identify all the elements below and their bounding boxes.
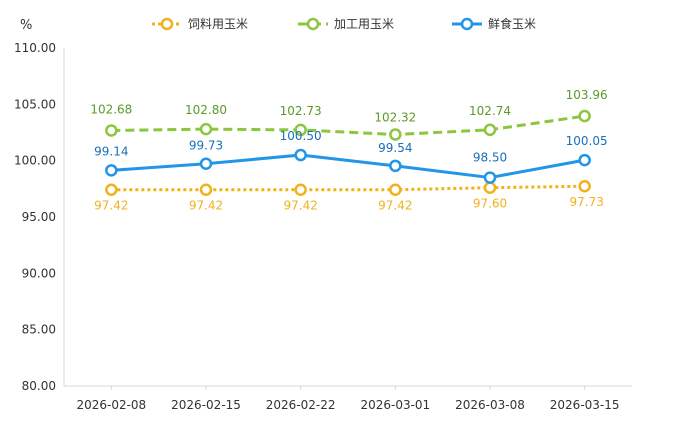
y-tick-label: 110.00 <box>14 41 56 55</box>
series-1: 97.42 97.42 97.42 97.42 97.60 97.73 <box>94 179 604 213</box>
data-point[interactable] <box>294 123 307 137</box>
data-point[interactable] <box>105 164 118 177</box>
data-point[interactable] <box>389 128 402 141</box>
data-label: 97.60 <box>473 197 507 211</box>
data-point[interactable] <box>199 183 213 196</box>
data-label: 102.80 <box>185 103 227 117</box>
legend: 饲料用玉米 加工用玉米 鲜食玉米 <box>152 16 536 31</box>
x-tick-label: 2026-03-08 <box>455 398 525 412</box>
data-label: 102.32 <box>374 111 416 125</box>
data-point[interactable] <box>105 183 118 196</box>
legend-item[interactable]: 加工用玉米 <box>298 17 394 31</box>
x-tick-label: 2026-03-15 <box>550 398 620 412</box>
x-tick-label: 2026-02-08 <box>76 398 146 412</box>
data-label: 102.74 <box>469 104 511 118</box>
y-tick-label: 95.00 <box>22 210 56 224</box>
y-axis: 80.00 85.00 90.00 95.00 100.00 105.00 110.00 <box>14 41 65 393</box>
data-point[interactable] <box>199 157 213 170</box>
series-line <box>111 184 585 192</box>
y-tick-label: 105.00 <box>14 97 56 111</box>
data-point[interactable] <box>578 109 591 123</box>
data-point[interactable] <box>294 148 307 162</box>
y-tick-label: 100.00 <box>14 154 56 168</box>
data-label: 100.50 <box>280 129 322 143</box>
legend-label: 鲜食玉米 <box>488 16 536 31</box>
data-point[interactable] <box>578 179 591 193</box>
data-label: 99.14 <box>94 144 128 158</box>
legend-item[interactable]: 饲料用玉米 <box>152 17 248 31</box>
x-axis: 2026-02-08 2026-02-15 2026-02-22 2026-03-01… <box>64 385 632 412</box>
data-label: 102.68 <box>90 102 132 116</box>
data-label: 99.73 <box>189 139 223 153</box>
series-2: 102.68 102.80 102.73 102.32 102.74 103.96 <box>90 88 608 141</box>
data-point[interactable] <box>294 183 307 196</box>
series-3: 99.14 99.73 100.50 99.54 98.50 100.05 <box>94 129 608 184</box>
legend-marker <box>306 17 320 31</box>
data-label: 103.96 <box>566 88 608 102</box>
data-point[interactable] <box>389 183 402 196</box>
data-point[interactable] <box>105 124 118 137</box>
data-point[interactable] <box>483 123 497 137</box>
legend-marker <box>160 17 174 31</box>
legend-item[interactable]: 鲜食玉米 <box>452 16 536 31</box>
x-tick-label: 2026-02-22 <box>266 398 336 412</box>
series-line <box>111 153 585 180</box>
legend-marker <box>460 17 474 31</box>
data-label: 99.54 <box>378 141 412 155</box>
series-line <box>111 114 585 137</box>
y-unit-label: % <box>20 18 32 33</box>
y-tick-label: 90.00 <box>22 266 56 280</box>
data-label: 97.42 <box>189 199 223 213</box>
legend-label: 饲料用玉米 <box>188 17 248 31</box>
y-tick-label: 85.00 <box>22 323 56 337</box>
data-label: 97.73 <box>569 195 603 209</box>
data-point[interactable] <box>483 181 497 194</box>
x-tick-label: 2026-02-15 <box>171 398 241 412</box>
data-label: 102.73 <box>280 104 322 118</box>
data-point[interactable] <box>389 159 402 173</box>
data-label: 97.42 <box>283 199 317 213</box>
data-label: 100.05 <box>566 134 608 148</box>
y-tick-label: 80.00 <box>22 379 56 393</box>
data-point[interactable] <box>483 171 497 184</box>
data-point[interactable] <box>578 153 591 167</box>
data-label: 97.42 <box>378 199 412 213</box>
legend-label: 加工用玉米 <box>334 17 394 31</box>
data-point[interactable] <box>199 122 213 136</box>
data-label: 97.42 <box>94 199 128 213</box>
data-label: 98.50 <box>473 151 507 165</box>
x-tick-label: 2026-03-01 <box>360 398 430 412</box>
